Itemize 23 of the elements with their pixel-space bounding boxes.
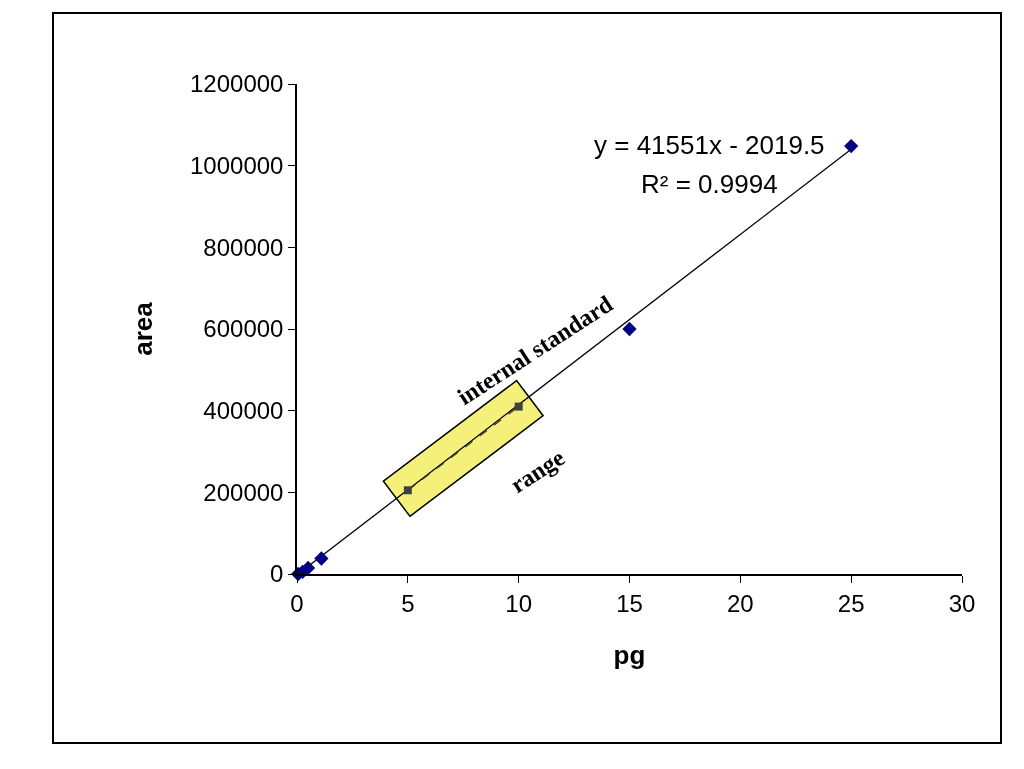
point [314, 551, 329, 566]
y-tick-label: 0 [270, 560, 284, 588]
x-tick-label: 15 [616, 589, 643, 617]
annotation: y = 41551x - 2019.5 [594, 130, 825, 160]
y-tick-label: 400000 [203, 397, 284, 425]
annotation: range [505, 444, 570, 499]
point [844, 138, 859, 154]
x-tick-label: 30 [948, 589, 976, 617]
y-tick-label: 200000 [203, 478, 284, 506]
x-tick-label: 0 [290, 589, 304, 617]
y-tick-label: 1200000 [190, 70, 284, 98]
point [622, 321, 637, 337]
x-tick-label: 25 [837, 589, 865, 617]
point [403, 486, 412, 495]
y-axis-title: area [127, 301, 158, 356]
y-tick-label: 1000000 [190, 152, 284, 180]
x-tick-label: 20 [726, 589, 754, 617]
x-axis-title: pg [613, 639, 646, 670]
x-tick-label: 5 [401, 589, 415, 617]
annotation: R² = 0.9994 [641, 169, 778, 199]
y-tick-label: 600000 [203, 315, 284, 343]
x-tick-label: 10 [505, 589, 533, 617]
y-tick-label: 800000 [203, 233, 284, 261]
